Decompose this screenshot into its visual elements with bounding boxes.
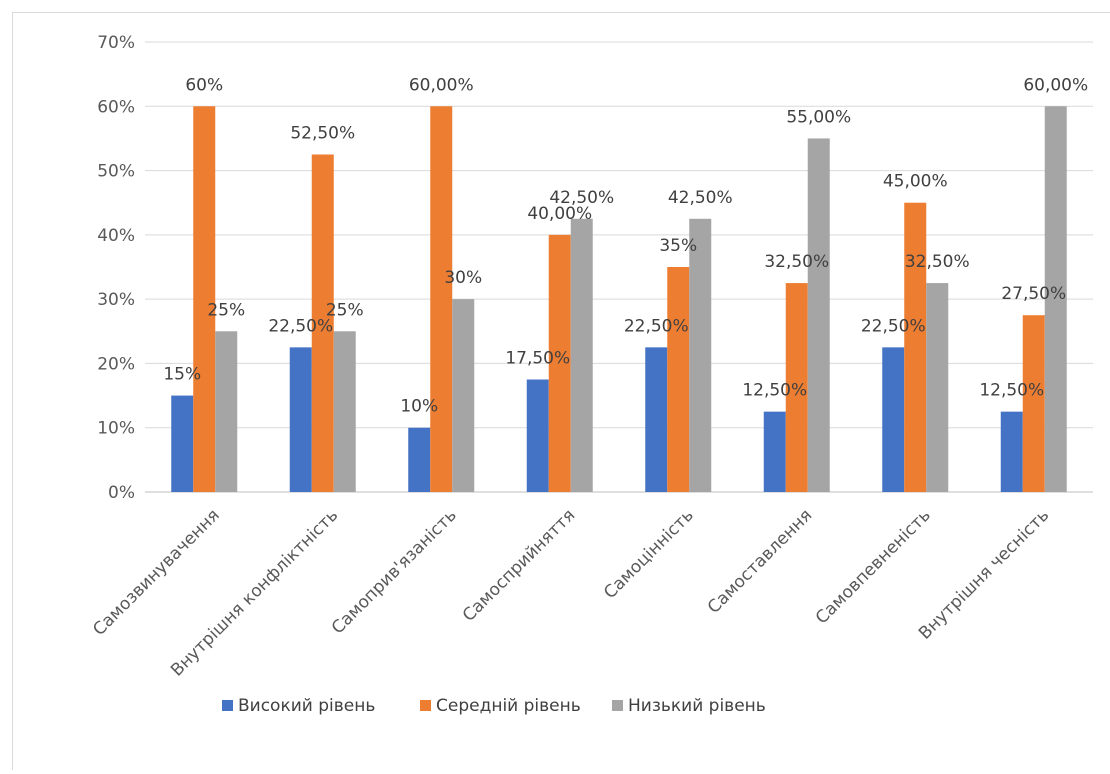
bar-Низький рівень (571, 219, 593, 492)
y-tick-label: 20% (97, 354, 135, 374)
bar-Високий рівень (1001, 412, 1023, 492)
legend-swatch (420, 700, 431, 711)
y-tick-label: 0% (108, 483, 135, 503)
legend-label: Високий рівень (238, 696, 375, 716)
bar-Середній рівень (193, 106, 215, 492)
data-label: 42,50% (668, 188, 733, 208)
bar-Високий рівень (882, 347, 904, 492)
data-label: 32,50% (764, 252, 829, 272)
legend-swatch (222, 700, 233, 711)
data-label: 25% (207, 300, 245, 320)
bar-Високий рівень (408, 428, 430, 492)
bar-Низький рівень (215, 331, 237, 492)
bar-Низький рівень (689, 219, 711, 492)
bar-Низький рівень (452, 299, 474, 492)
y-tick-label: 10% (97, 419, 135, 439)
y-tick-label: 30% (97, 290, 135, 310)
bar-Середній рівень (1023, 315, 1045, 492)
y-tick-label: 70% (97, 33, 135, 53)
legend: Високий рівень Середній рівень Низький рів… (222, 696, 766, 716)
data-label: 25% (326, 300, 364, 320)
data-label: 30% (444, 268, 482, 288)
legend-label: Низький рівень (628, 696, 766, 716)
bar-Високий рівень (290, 347, 312, 492)
data-label: 17,50% (505, 349, 570, 369)
y-tick-label: 50% (97, 162, 135, 182)
data-label: 60,00% (1023, 75, 1088, 95)
data-label: 22,50% (624, 316, 689, 336)
bar-Середній рівень (904, 203, 926, 492)
data-label: 22,50% (268, 316, 333, 336)
data-label: 55,00% (786, 107, 851, 127)
data-label: 22,50% (861, 316, 926, 336)
data-label: 60% (185, 75, 223, 95)
bar-Низький рівень (808, 138, 830, 492)
data-label: 27,50% (1001, 284, 1066, 304)
y-tick-label: 40% (97, 226, 135, 246)
legend-label: Середній рівень (436, 696, 581, 716)
data-label: 10% (400, 397, 438, 417)
data-label: 52,50% (290, 124, 355, 144)
data-label: 42,50% (549, 188, 614, 208)
legend-swatch (612, 700, 623, 711)
data-label: 12,50% (742, 381, 807, 401)
data-label: 12,50% (979, 381, 1044, 401)
bar-Високий рівень (171, 396, 193, 492)
data-label: 15% (163, 365, 201, 385)
data-label: 45,00% (883, 172, 948, 192)
data-label: 60,00% (409, 75, 474, 95)
bar-Низький рівень (926, 283, 948, 492)
bar-Середній рівень (430, 106, 452, 492)
bar-Високий рівень (527, 380, 549, 493)
data-label: 32,50% (905, 252, 970, 272)
bar-Середній рівень (667, 267, 689, 492)
bar-Низький рівень (334, 331, 356, 492)
data-label: 35% (659, 236, 697, 256)
bar-Високий рівень (645, 347, 667, 492)
bar-Високий рівень (764, 412, 786, 492)
y-tick-label: 60% (97, 97, 135, 117)
